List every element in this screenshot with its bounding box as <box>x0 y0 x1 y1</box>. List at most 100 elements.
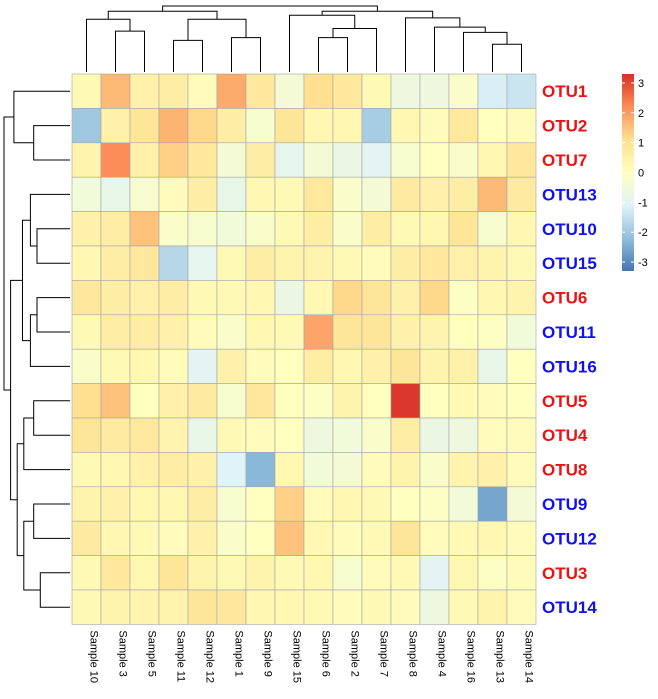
heatmap-cell <box>448 280 479 316</box>
heatmap-cell <box>506 73 537 109</box>
heatmap-cell <box>158 589 189 625</box>
dendrogram-branch <box>13 90 70 144</box>
heatmap-cell <box>129 383 160 419</box>
heatmap-cell <box>448 452 479 488</box>
heatmap-cell <box>303 348 334 384</box>
heatmap-cell <box>274 520 305 556</box>
heatmap-cell <box>361 108 392 144</box>
heatmap-cell <box>390 348 421 384</box>
heatmap-cell <box>71 520 102 556</box>
heatmap-cell <box>71 348 102 384</box>
heatmap-cell <box>216 452 247 488</box>
heatmap-cell <box>419 73 450 109</box>
heatmap-cell <box>245 383 276 419</box>
heatmap-cell <box>448 383 479 419</box>
heatmap-cell <box>303 176 334 212</box>
heatmap-cell <box>506 176 537 212</box>
heatmap-cell <box>158 417 189 453</box>
heatmap-cell <box>303 486 334 522</box>
dendrogram-branch <box>463 31 508 72</box>
heatmap-cell <box>448 486 479 522</box>
row-label: OTU6 <box>542 289 587 308</box>
heatmap-cell <box>477 589 508 625</box>
heatmap-cell <box>129 280 160 316</box>
heatmap-cell <box>100 417 131 453</box>
heatmap-cell <box>506 348 537 384</box>
heatmap-cell <box>361 314 392 350</box>
heatmap-cell <box>274 452 305 488</box>
heatmap-cell <box>129 211 160 247</box>
heatmap-cell <box>448 589 479 625</box>
heatmap-cell <box>71 383 102 419</box>
heatmap-cell <box>361 520 392 556</box>
heatmap-cell <box>419 417 450 453</box>
heatmap-cell <box>390 211 421 247</box>
dendrogram-branch <box>36 297 70 333</box>
heatmap-cell <box>332 520 363 556</box>
color-legend-ticks: 3 2 1 0 -1 -2 -3 <box>622 78 648 269</box>
heatmap-cell <box>100 520 131 556</box>
heatmap-cell <box>100 211 131 247</box>
dendrogram-branch <box>33 400 70 436</box>
column-label: Sample 15 <box>291 630 303 683</box>
legend-tick-label: 3 <box>638 78 644 90</box>
heatmap-cell <box>187 73 218 109</box>
row-label: OTU4 <box>542 426 588 445</box>
heatmap-cell <box>361 245 392 281</box>
dendrogram-branch <box>492 43 522 72</box>
heatmap-cell <box>100 142 131 178</box>
column-label: Sample 11 <box>175 630 187 682</box>
dendrogram-branch <box>29 314 70 367</box>
heatmap-cell <box>419 348 450 384</box>
heatmap-cell <box>477 555 508 591</box>
heatmap-cell <box>477 452 508 488</box>
heatmap-cell <box>303 245 334 281</box>
heatmap-cell <box>158 486 189 522</box>
heatmap-cell <box>71 589 102 625</box>
heatmap-cell <box>71 211 102 247</box>
heatmap-cell <box>158 176 189 212</box>
heatmap-cell <box>477 417 508 453</box>
heatmap-cell <box>216 486 247 522</box>
dendrogram-branch <box>33 503 70 539</box>
row-label: OTU15 <box>542 254 597 273</box>
heatmap-cell <box>419 314 450 350</box>
heatmap-cell <box>332 176 363 212</box>
heatmap-cell <box>245 520 276 556</box>
heatmap-cell <box>332 108 363 144</box>
heatmap-cell <box>100 486 131 522</box>
dendrogram-branch <box>33 125 70 161</box>
heatmap-cell <box>158 142 189 178</box>
row-label: OTU1 <box>542 82 587 101</box>
dendrogram-branch <box>10 279 23 501</box>
heatmap-cell <box>506 383 537 419</box>
heatmap-cell <box>245 314 276 350</box>
row-label: OTU3 <box>542 564 587 583</box>
heatmap-cell <box>390 280 421 316</box>
heatmap-cell <box>419 589 450 625</box>
heatmap-cell <box>100 589 131 625</box>
heatmap-cell <box>100 452 131 488</box>
heatmap-cell <box>216 383 247 419</box>
heatmap-cell <box>129 452 160 488</box>
dendrogram-branch <box>173 39 203 72</box>
heatmap-cell <box>448 555 479 591</box>
heatmap-cell <box>158 245 189 281</box>
dendrogram-branch <box>318 37 348 72</box>
legend-tick-label: -1 <box>638 197 648 209</box>
heatmap-cell <box>274 108 305 144</box>
dendrogram-branch <box>332 27 377 72</box>
heatmap-cell <box>506 280 537 316</box>
heatmap-cell <box>419 383 450 419</box>
heatmap-cell <box>187 314 218 350</box>
row-labels: OTU1 OTU2 OTU7 OTU13 OTU10 OTU15 OTU6 OTU11 OTU1… <box>542 82 597 617</box>
row-label: OTU7 <box>542 151 587 170</box>
heatmap-cell <box>245 280 276 316</box>
heatmap-cell <box>448 245 479 281</box>
heatmap-cell <box>274 348 305 384</box>
heatmap-cell <box>332 589 363 625</box>
heatmap-cell <box>332 245 363 281</box>
heatmap-cell <box>158 348 189 384</box>
heatmap-cell <box>274 486 305 522</box>
heatmap-cell <box>158 520 189 556</box>
